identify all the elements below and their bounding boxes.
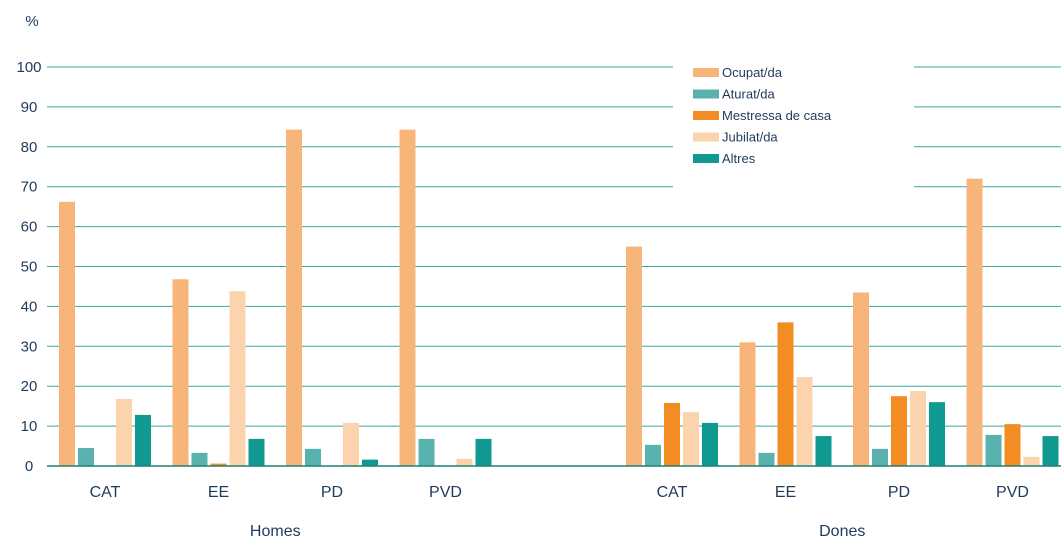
- y-tick-label: 40: [21, 298, 38, 315]
- y-tick-label: 90: [21, 99, 38, 116]
- bar-homes-pvd-1: [418, 438, 435, 466]
- y-axis-ticks: 0 10 20 30 40 50 60 70 80 90 100: [16, 59, 41, 475]
- bar-dones-cat-0: [626, 246, 642, 466]
- x-tick-label: CAT: [90, 484, 121, 501]
- y-tick-label: 20: [21, 378, 38, 395]
- legend-label: Aturat/da: [722, 87, 776, 102]
- legend-label: Altres: [722, 151, 756, 166]
- bar-homes-pvd-3: [456, 458, 473, 466]
- legend-swatch: [693, 154, 719, 163]
- bar-homes-ee-0: [172, 279, 189, 466]
- bar-homes-pd-0: [286, 129, 302, 466]
- bar-dones-pvd-1: [985, 434, 1002, 466]
- bar-homes-ee-2: [210, 463, 227, 466]
- bar-homes-pd-1: [305, 448, 321, 466]
- group-label: Homes: [250, 523, 301, 540]
- y-tick-label: 0: [25, 458, 33, 475]
- bar-homes-pvd-4: [475, 438, 492, 466]
- legend-swatch: [693, 132, 719, 142]
- y-tick-label: 50: [21, 259, 38, 276]
- bar-dones-pvd-4: [1042, 436, 1059, 466]
- x-tick-label: PD: [321, 484, 343, 501]
- bar-dones-pvd-2: [1004, 424, 1021, 466]
- y-tick-label: 10: [21, 418, 38, 435]
- bar-homes-pvd-0: [399, 129, 416, 466]
- bar-dones-ee-3: [796, 377, 813, 466]
- bar-homes-pd-3: [343, 422, 359, 466]
- bar-dones-pd-0: [853, 292, 869, 466]
- y-tick-label: 30: [21, 338, 38, 355]
- bar-dones-cat-2: [664, 402, 680, 466]
- bar-dones-cat-4: [702, 422, 718, 466]
- legend-swatch: [693, 68, 719, 77]
- bar-homes-ee-3: [229, 291, 246, 466]
- legend-swatch: [693, 89, 719, 99]
- x-tick-label: PVD: [996, 484, 1029, 501]
- bar-homes-cat-1: [78, 448, 94, 466]
- gridlines: [47, 66, 1061, 427]
- bar-homes-ee-1: [191, 452, 208, 466]
- bar-dones-pd-2: [891, 396, 907, 466]
- bar-dones-cat-3: [683, 412, 699, 466]
- y-tick-label: 60: [21, 219, 38, 236]
- bar-homes-cat-4: [135, 414, 151, 466]
- bar-dones-cat-1: [645, 444, 661, 466]
- bar-dones-pd-1: [872, 448, 888, 466]
- y-tick-label: 80: [21, 139, 38, 156]
- bar-homes-cat-3: [116, 398, 132, 466]
- x-tick-label: EE: [775, 484, 796, 501]
- x-tick-label: CAT: [657, 484, 688, 501]
- bar-dones-ee-1: [758, 452, 775, 466]
- x-axis-labels: CAT EE PD PVD CAT EE PD PVD: [90, 484, 1029, 501]
- x-tick-label: PD: [888, 484, 910, 501]
- bar-dones-pd-4: [929, 402, 945, 466]
- y-tick-label: 70: [21, 179, 38, 196]
- bar-homes-pd-4: [362, 459, 378, 466]
- group-labels: Homes Dones: [250, 523, 865, 540]
- x-tick-label: EE: [208, 484, 229, 501]
- legend: Ocupat/da Aturat/da Mestressa de casa Jubil…: [693, 65, 832, 166]
- bar-dones-pvd-3: [1023, 456, 1040, 466]
- y-axis-label: %: [25, 13, 38, 30]
- bar-dones-pvd-0: [966, 178, 983, 466]
- bars: [59, 129, 1059, 466]
- y-tick-label: 100: [16, 59, 41, 76]
- x-tick-label: PVD: [429, 484, 462, 501]
- bar-dones-ee-0: [739, 342, 756, 466]
- legend-label: Ocupat/da: [722, 65, 783, 80]
- bar-dones-pd-3: [910, 390, 926, 466]
- legend-label: Jubilat/da: [722, 130, 778, 145]
- legend-label: Mestressa de casa: [722, 108, 832, 123]
- bar-homes-cat-0: [59, 201, 75, 466]
- bar-dones-ee-2: [777, 322, 794, 466]
- bar-dones-ee-4: [815, 436, 832, 466]
- bar-homes-ee-4: [248, 438, 265, 466]
- group-label: Dones: [819, 523, 865, 540]
- legend-swatch: [693, 111, 719, 120]
